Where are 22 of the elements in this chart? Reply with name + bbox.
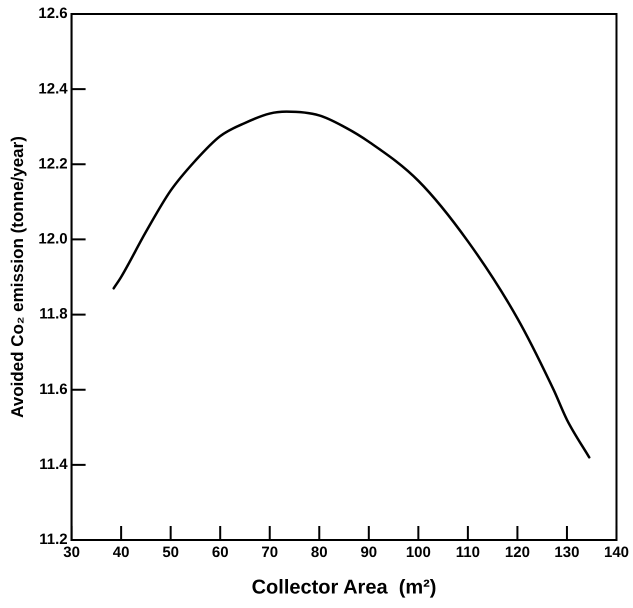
x-tick-label: 90 xyxy=(360,544,378,562)
x-tick-label: 30 xyxy=(63,544,80,562)
y-axis-title: Avoided Co₂ emission (tonne/year) xyxy=(8,136,27,418)
x-tick-label: 80 xyxy=(310,544,328,562)
x-tick-label: 40 xyxy=(112,544,130,562)
x-tick-label: 130 xyxy=(554,544,580,562)
x-tick-label: 140 xyxy=(604,544,629,562)
y-tick-label: 11.8 xyxy=(39,306,68,323)
y-tick-label: 11.6 xyxy=(39,380,68,398)
x-tick-label: 110 xyxy=(456,544,480,562)
y-tick-label: 12.4 xyxy=(38,80,68,98)
line-series xyxy=(112,110,590,459)
x-tick-label: 120 xyxy=(504,544,530,562)
x-tick-label: 60 xyxy=(212,544,229,562)
x-tick-label: 100 xyxy=(406,544,431,562)
x-tick-label: 70 xyxy=(261,544,278,562)
y-tick-label: 12.2 xyxy=(38,155,68,172)
x-tick-label: 50 xyxy=(162,544,180,562)
y-tick-label: 12.0 xyxy=(38,230,68,248)
y-tick-label: 12.6 xyxy=(38,5,68,22)
y-tick-label: 11.4 xyxy=(39,456,68,473)
x-axis-title: Collector Area (m²) xyxy=(252,576,436,599)
